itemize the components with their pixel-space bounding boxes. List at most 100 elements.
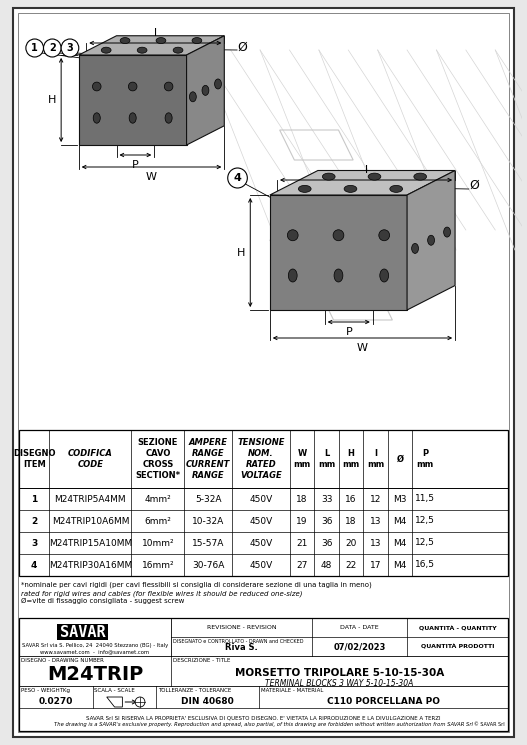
Ellipse shape: [380, 269, 388, 282]
Text: W: W: [146, 172, 157, 182]
Text: M24TRIP15A10MM: M24TRIP15A10MM: [49, 539, 132, 548]
Text: I
mm: I mm: [367, 449, 384, 469]
Text: 22: 22: [345, 560, 357, 569]
Ellipse shape: [156, 37, 166, 43]
Text: 17: 17: [370, 560, 381, 569]
Text: 6mm²: 6mm²: [144, 516, 171, 525]
Circle shape: [135, 697, 145, 707]
Ellipse shape: [164, 82, 173, 91]
Text: REVISIONE - REVISION: REVISIONE - REVISION: [207, 625, 277, 630]
Ellipse shape: [427, 235, 434, 245]
Polygon shape: [407, 171, 455, 310]
Text: M24TRIP10A6MM: M24TRIP10A6MM: [52, 516, 129, 525]
Ellipse shape: [129, 82, 137, 91]
Text: 1: 1: [31, 495, 37, 504]
Ellipse shape: [414, 173, 426, 180]
Text: QUANTITÀ - QUANTITY: QUANTITÀ - QUANTITY: [418, 625, 496, 630]
Text: M24TRIP5A4MM: M24TRIP5A4MM: [55, 495, 126, 504]
Text: Riva S.: Riva S.: [226, 643, 258, 652]
Text: AMPERE
RANGE
CURRENT
RANGE: AMPERE RANGE CURRENT RANGE: [186, 438, 230, 480]
Text: SAVAR: SAVAR: [60, 625, 105, 640]
Text: www.savamet.com  -  info@savamet.com: www.savamet.com - info@savamet.com: [41, 649, 150, 654]
Text: 3: 3: [31, 539, 37, 548]
Ellipse shape: [287, 229, 298, 241]
Text: 11,5: 11,5: [415, 495, 435, 504]
Text: 4mm²: 4mm²: [144, 495, 171, 504]
Text: M24TRIP: M24TRIP: [47, 665, 143, 683]
Circle shape: [61, 39, 79, 57]
FancyBboxPatch shape: [57, 624, 108, 641]
Text: M4: M4: [393, 560, 407, 569]
Text: TENSIONE
NOM.
RATED
VOLTAGE: TENSIONE NOM. RATED VOLTAGE: [237, 438, 285, 480]
Text: 5-32A: 5-32A: [195, 495, 221, 504]
Ellipse shape: [101, 47, 111, 53]
Text: DIN 40680: DIN 40680: [181, 697, 234, 706]
Text: PESO - WEIGHTKg: PESO - WEIGHTKg: [21, 688, 70, 693]
Text: 2: 2: [31, 516, 37, 525]
Text: 3: 3: [66, 43, 73, 53]
Polygon shape: [79, 55, 187, 145]
Ellipse shape: [333, 229, 344, 241]
Text: 450V: 450V: [249, 560, 272, 569]
Text: l: l: [365, 165, 368, 175]
Ellipse shape: [120, 37, 130, 43]
Text: MORSETTO TRIPOLARE 5-10-15-30A: MORSETTO TRIPOLARE 5-10-15-30A: [235, 668, 444, 678]
Ellipse shape: [214, 79, 221, 89]
Ellipse shape: [298, 186, 311, 192]
Text: 48: 48: [321, 560, 332, 569]
Text: H: H: [237, 247, 246, 258]
Text: DISEGNATO e CONTROLLATO - DRAWN and CHECKED: DISEGNATO e CONTROLLATO - DRAWN and CHEC…: [173, 639, 304, 644]
Text: 20: 20: [345, 539, 357, 548]
Text: Ø: Ø: [237, 40, 247, 54]
Text: 450V: 450V: [249, 516, 272, 525]
Text: *nominale per cavi rigidi (per cavi flessibili si consiglia di considerare sezio: *nominale per cavi rigidi (per cavi fles…: [21, 582, 372, 589]
Text: TOLLERANZE - TOLERANCE: TOLLERANZE - TOLERANCE: [158, 688, 231, 693]
Ellipse shape: [412, 244, 418, 253]
Text: 30-76A: 30-76A: [192, 560, 225, 569]
Ellipse shape: [444, 227, 451, 237]
Polygon shape: [106, 697, 122, 707]
Text: P: P: [345, 327, 352, 337]
Text: H: H: [48, 95, 56, 105]
Text: rated for rigid wires and cables (for flexible wires it should be reduced one-si: rated for rigid wires and cables (for fl…: [21, 590, 302, 597]
Ellipse shape: [129, 112, 136, 123]
Text: Ø: Ø: [470, 179, 480, 191]
Ellipse shape: [379, 229, 389, 241]
Text: 19: 19: [296, 516, 308, 525]
Text: Ø: Ø: [396, 454, 404, 463]
Text: 27: 27: [297, 560, 308, 569]
Circle shape: [228, 168, 247, 188]
Ellipse shape: [192, 37, 202, 43]
Polygon shape: [270, 195, 407, 310]
Text: DISEGNO
ITEM: DISEGNO ITEM: [13, 449, 55, 469]
Text: 07/02/2023: 07/02/2023: [334, 642, 386, 651]
Text: M4: M4: [393, 516, 407, 525]
Ellipse shape: [93, 112, 100, 123]
Text: 2: 2: [49, 43, 56, 53]
Text: © SAVAR Srl: © SAVAR Srl: [474, 722, 505, 727]
Text: 15-57A: 15-57A: [192, 539, 225, 548]
Ellipse shape: [165, 112, 172, 123]
Text: Ø=vite di fissaggio consigliata - suggest screw: Ø=vite di fissaggio consigliata - sugges…: [21, 598, 184, 604]
Text: SAVAR Srl via S. Pellico, 24  24040 Stezzano (BG) - Italy: SAVAR Srl via S. Pellico, 24 24040 Stezz…: [22, 643, 168, 648]
Text: P: P: [132, 160, 139, 170]
Text: M3: M3: [393, 495, 407, 504]
Text: The drawing is a SAVAR's exclusive property. Reproduction and spread, also parti: The drawing is a SAVAR's exclusive prope…: [54, 722, 473, 727]
Text: 12,5: 12,5: [415, 516, 435, 525]
Text: 16,5: 16,5: [415, 560, 435, 569]
Text: W: W: [357, 343, 368, 353]
Text: SCALA - SCALE: SCALA - SCALE: [94, 688, 135, 693]
Text: 18: 18: [345, 516, 357, 525]
Ellipse shape: [344, 186, 357, 192]
Text: DATA - DATE: DATA - DATE: [340, 625, 379, 630]
Text: CODIFICA
CODE: CODIFICA CODE: [68, 449, 113, 469]
Ellipse shape: [288, 269, 297, 282]
Ellipse shape: [368, 173, 381, 180]
Text: TERMINAL BLOCKS 3 WAY 5-10-15-30A: TERMINAL BLOCKS 3 WAY 5-10-15-30A: [265, 679, 414, 688]
Text: 10mm²: 10mm²: [142, 539, 174, 548]
Text: C110 PORCELLANA PO: C110 PORCELLANA PO: [327, 697, 440, 706]
Text: 0.0270: 0.0270: [38, 697, 73, 706]
Text: DESCRIZIONE - TITLE: DESCRIZIONE - TITLE: [173, 658, 230, 663]
Ellipse shape: [137, 47, 147, 53]
Text: l: l: [154, 28, 157, 38]
